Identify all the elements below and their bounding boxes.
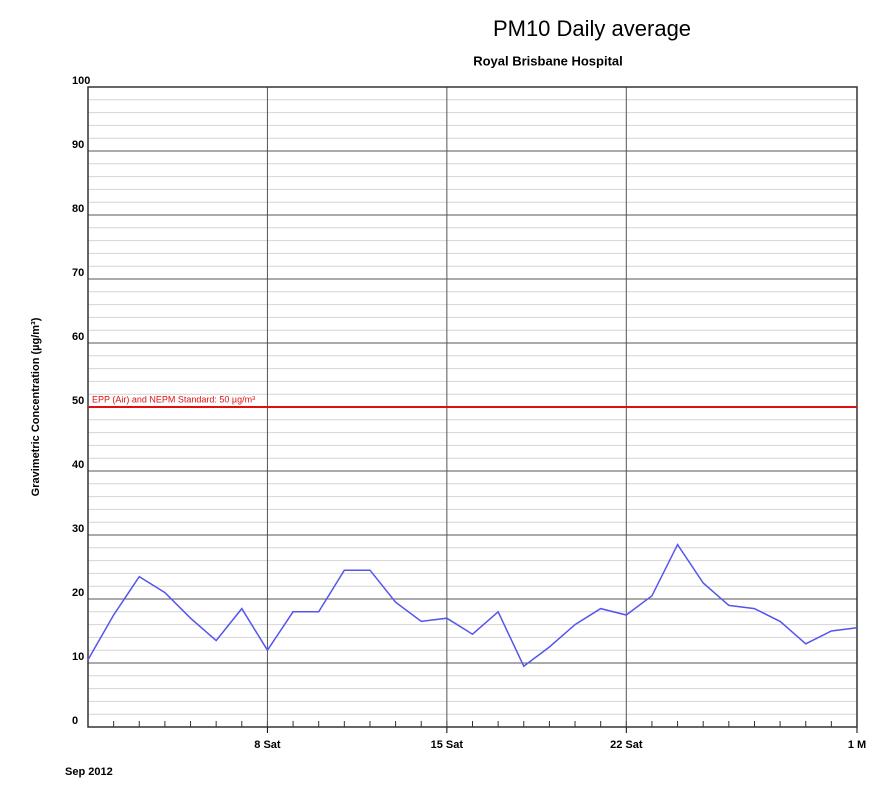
- x-axis-label: Sep 2012: [65, 766, 113, 778]
- chart-subtitle: Royal Brisbane Hospital: [473, 53, 623, 68]
- y-tick-label: 50: [72, 395, 84, 407]
- y-tick-label: 60: [72, 331, 84, 343]
- x-tick-label: 22 Sat: [610, 739, 643, 751]
- chart-title: PM10 Daily average: [493, 16, 691, 41]
- y-tick-label: 20: [72, 587, 84, 599]
- y-tick-label: 0: [72, 715, 78, 727]
- y-tick-label: 90: [72, 139, 84, 151]
- y-tick-label: 100: [72, 75, 90, 87]
- x-tick-label: 15 Sat: [431, 739, 464, 751]
- x-tick-label: 1 M: [848, 739, 866, 751]
- y-tick-label: 10: [72, 651, 84, 663]
- x-tick-label: 8 Sat: [254, 739, 281, 751]
- data-line: [87, 543, 858, 668]
- reference-label: EPP (Air) and NEPM Standard: 50 µg/m³: [92, 394, 255, 404]
- y-tick-label: 40: [72, 459, 84, 471]
- y-axis-label: Gravimetric Concentration (µg/m³): [30, 317, 42, 496]
- y-tick-label: 70: [72, 267, 84, 279]
- y-tick-label: 80: [72, 203, 84, 215]
- y-tick-label: 30: [72, 523, 84, 535]
